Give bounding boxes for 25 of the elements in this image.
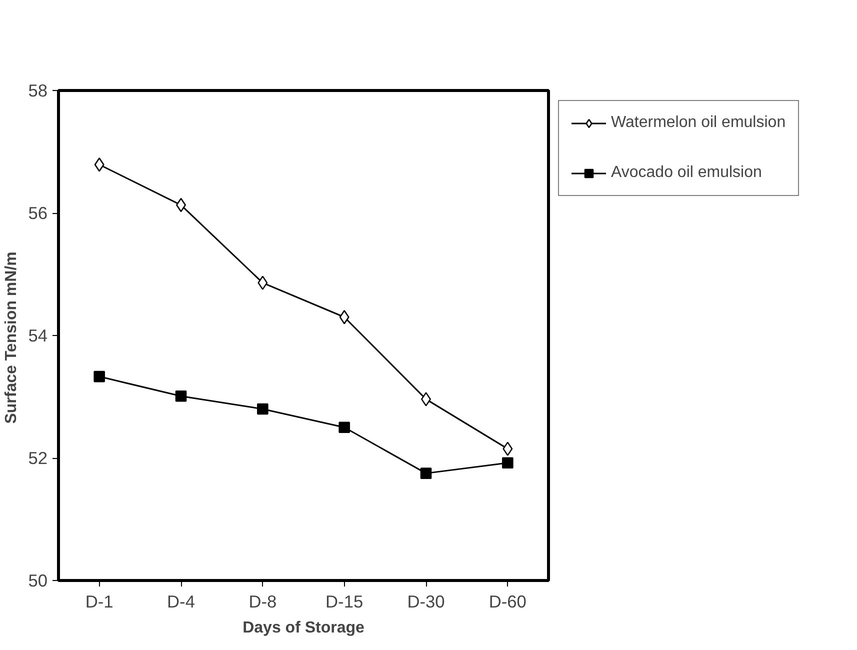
- point: [94, 370, 105, 382]
- x-tick-label: D-1: [85, 592, 114, 612]
- point: [258, 276, 268, 290]
- point: [338, 422, 350, 434]
- point: [420, 468, 432, 479]
- x-tick-label: D-15: [326, 592, 364, 612]
- point: [175, 390, 187, 402]
- y-tick-label: 56: [28, 203, 48, 223]
- y-tick-label: 58: [28, 80, 48, 100]
- point: [257, 403, 268, 415]
- legend-label: Watermelon oil emulsion: [611, 114, 786, 132]
- point: [502, 442, 513, 456]
- point: [502, 457, 514, 469]
- point: [94, 157, 104, 172]
- y-tick-label: 54: [28, 326, 48, 346]
- x-axis-title: Days of Storage: [242, 620, 365, 636]
- x-tick-label: D-30: [407, 592, 445, 612]
- x-tick-label: D-4: [167, 592, 196, 612]
- y-tick-label: 50: [28, 570, 48, 590]
- x-tick-label: D-60: [488, 592, 526, 612]
- x-tick-label: D-8: [248, 592, 277, 612]
- y-axis-title: Surface Tension mN/m: [3, 252, 20, 424]
- legend-label: Avocado oil emulsion: [611, 164, 762, 182]
- point: [339, 310, 350, 324]
- y-tick-label: 52: [28, 448, 48, 468]
